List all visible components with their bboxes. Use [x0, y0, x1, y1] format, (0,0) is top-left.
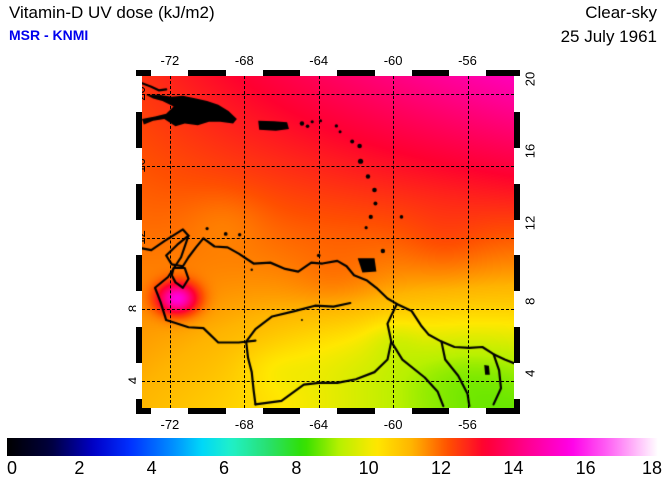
axis-tick-segment: [225, 70, 263, 76]
axis-label-right: 8: [522, 297, 538, 306]
gridline-vertical: [393, 76, 395, 408]
gridline-horizontal: [142, 165, 514, 167]
axis-tick-segment: [514, 219, 520, 256]
axis-label-right: 12: [522, 215, 538, 230]
axis-tick-segment: [300, 408, 338, 414]
date-label: 25 July 1961: [560, 27, 657, 46]
axis-tick-segment: [448, 408, 487, 414]
gridline-horizontal: [142, 237, 514, 239]
axis-label-bottom: -64: [309, 417, 329, 432]
axis-tick-segment: [151, 408, 189, 414]
colorbar-tick-label: 10: [358, 458, 379, 478]
condition-label: Clear-sky: [585, 3, 657, 22]
axis-tick-segment: [136, 219, 142, 256]
gridline-horizontal: [142, 93, 514, 95]
axis-label-right: 16: [522, 143, 538, 158]
source-label: MSR - KNMI: [9, 27, 89, 43]
axis-label-top: -60: [383, 53, 403, 68]
uv-dose-raster: [142, 76, 514, 408]
uv-dose-field: [142, 76, 514, 408]
axis-tick-segment: [136, 147, 142, 184]
colorbar-tick-label: 14: [503, 458, 524, 478]
gridline-vertical: [169, 76, 171, 408]
axis-tick-segment: [136, 363, 142, 400]
gridline-vertical: [318, 76, 320, 408]
colorbar: 0 2 4 6 8 10 12 14 16 18: [6, 438, 662, 478]
axis-label-bottom: -60: [383, 417, 403, 432]
colorbar-tick-label: 4: [146, 458, 157, 478]
axis-tick-segment: [300, 70, 338, 76]
axis-tick-segment: [225, 408, 263, 414]
colorbar-tick-label: 6: [218, 458, 230, 478]
gridline-vertical: [244, 76, 246, 408]
colorbar-tick-label: 2: [74, 458, 85, 478]
axis-label-top: -68: [234, 53, 254, 68]
axis-label-right: 4: [522, 369, 538, 377]
chart-header: Vitamin-D UV dose (kJ/m2) MSR - KNMI Cle…: [0, 0, 665, 52]
axis-label-top: -56: [458, 53, 477, 68]
colorbar-tick-label: 16: [575, 458, 596, 478]
axis-tick-segment: [514, 76, 520, 112]
axis-tick-segment: [374, 70, 412, 76]
axis-tick-segment: [514, 291, 520, 328]
axis-label-bottom: -72: [160, 417, 180, 432]
page-title: Vitamin-D UV dose (kJ/m2): [9, 3, 215, 22]
axis-tick-segment: [514, 147, 520, 184]
axis-label-top: -72: [160, 53, 180, 68]
gridline-vertical: [467, 76, 469, 408]
axis-label-bottom: -68: [234, 417, 254, 432]
colorbar-tick-label: 0: [6, 458, 18, 478]
axis-label-bottom: -56: [458, 417, 477, 432]
axis-tick-segment: [136, 76, 142, 112]
axis-tick-segment: [514, 363, 520, 400]
axis-label-top: -64: [309, 53, 329, 68]
axis-tick-segment: [374, 408, 412, 414]
colorbar-tick-label: 12: [430, 458, 452, 478]
colorbar-tick-label: 18: [641, 458, 663, 478]
axis-tick-segment: [136, 291, 142, 328]
colorbar-tick-label: 8: [291, 458, 302, 478]
map-plot: [136, 70, 520, 414]
gridline-horizontal: [142, 381, 514, 383]
gridline-horizontal: [142, 309, 514, 311]
axis-label-right: 20: [522, 71, 538, 87]
axis-tick-segment: [448, 70, 487, 76]
axis-tick-segment: [151, 70, 189, 76]
colorbar-gradient: [7, 438, 658, 456]
